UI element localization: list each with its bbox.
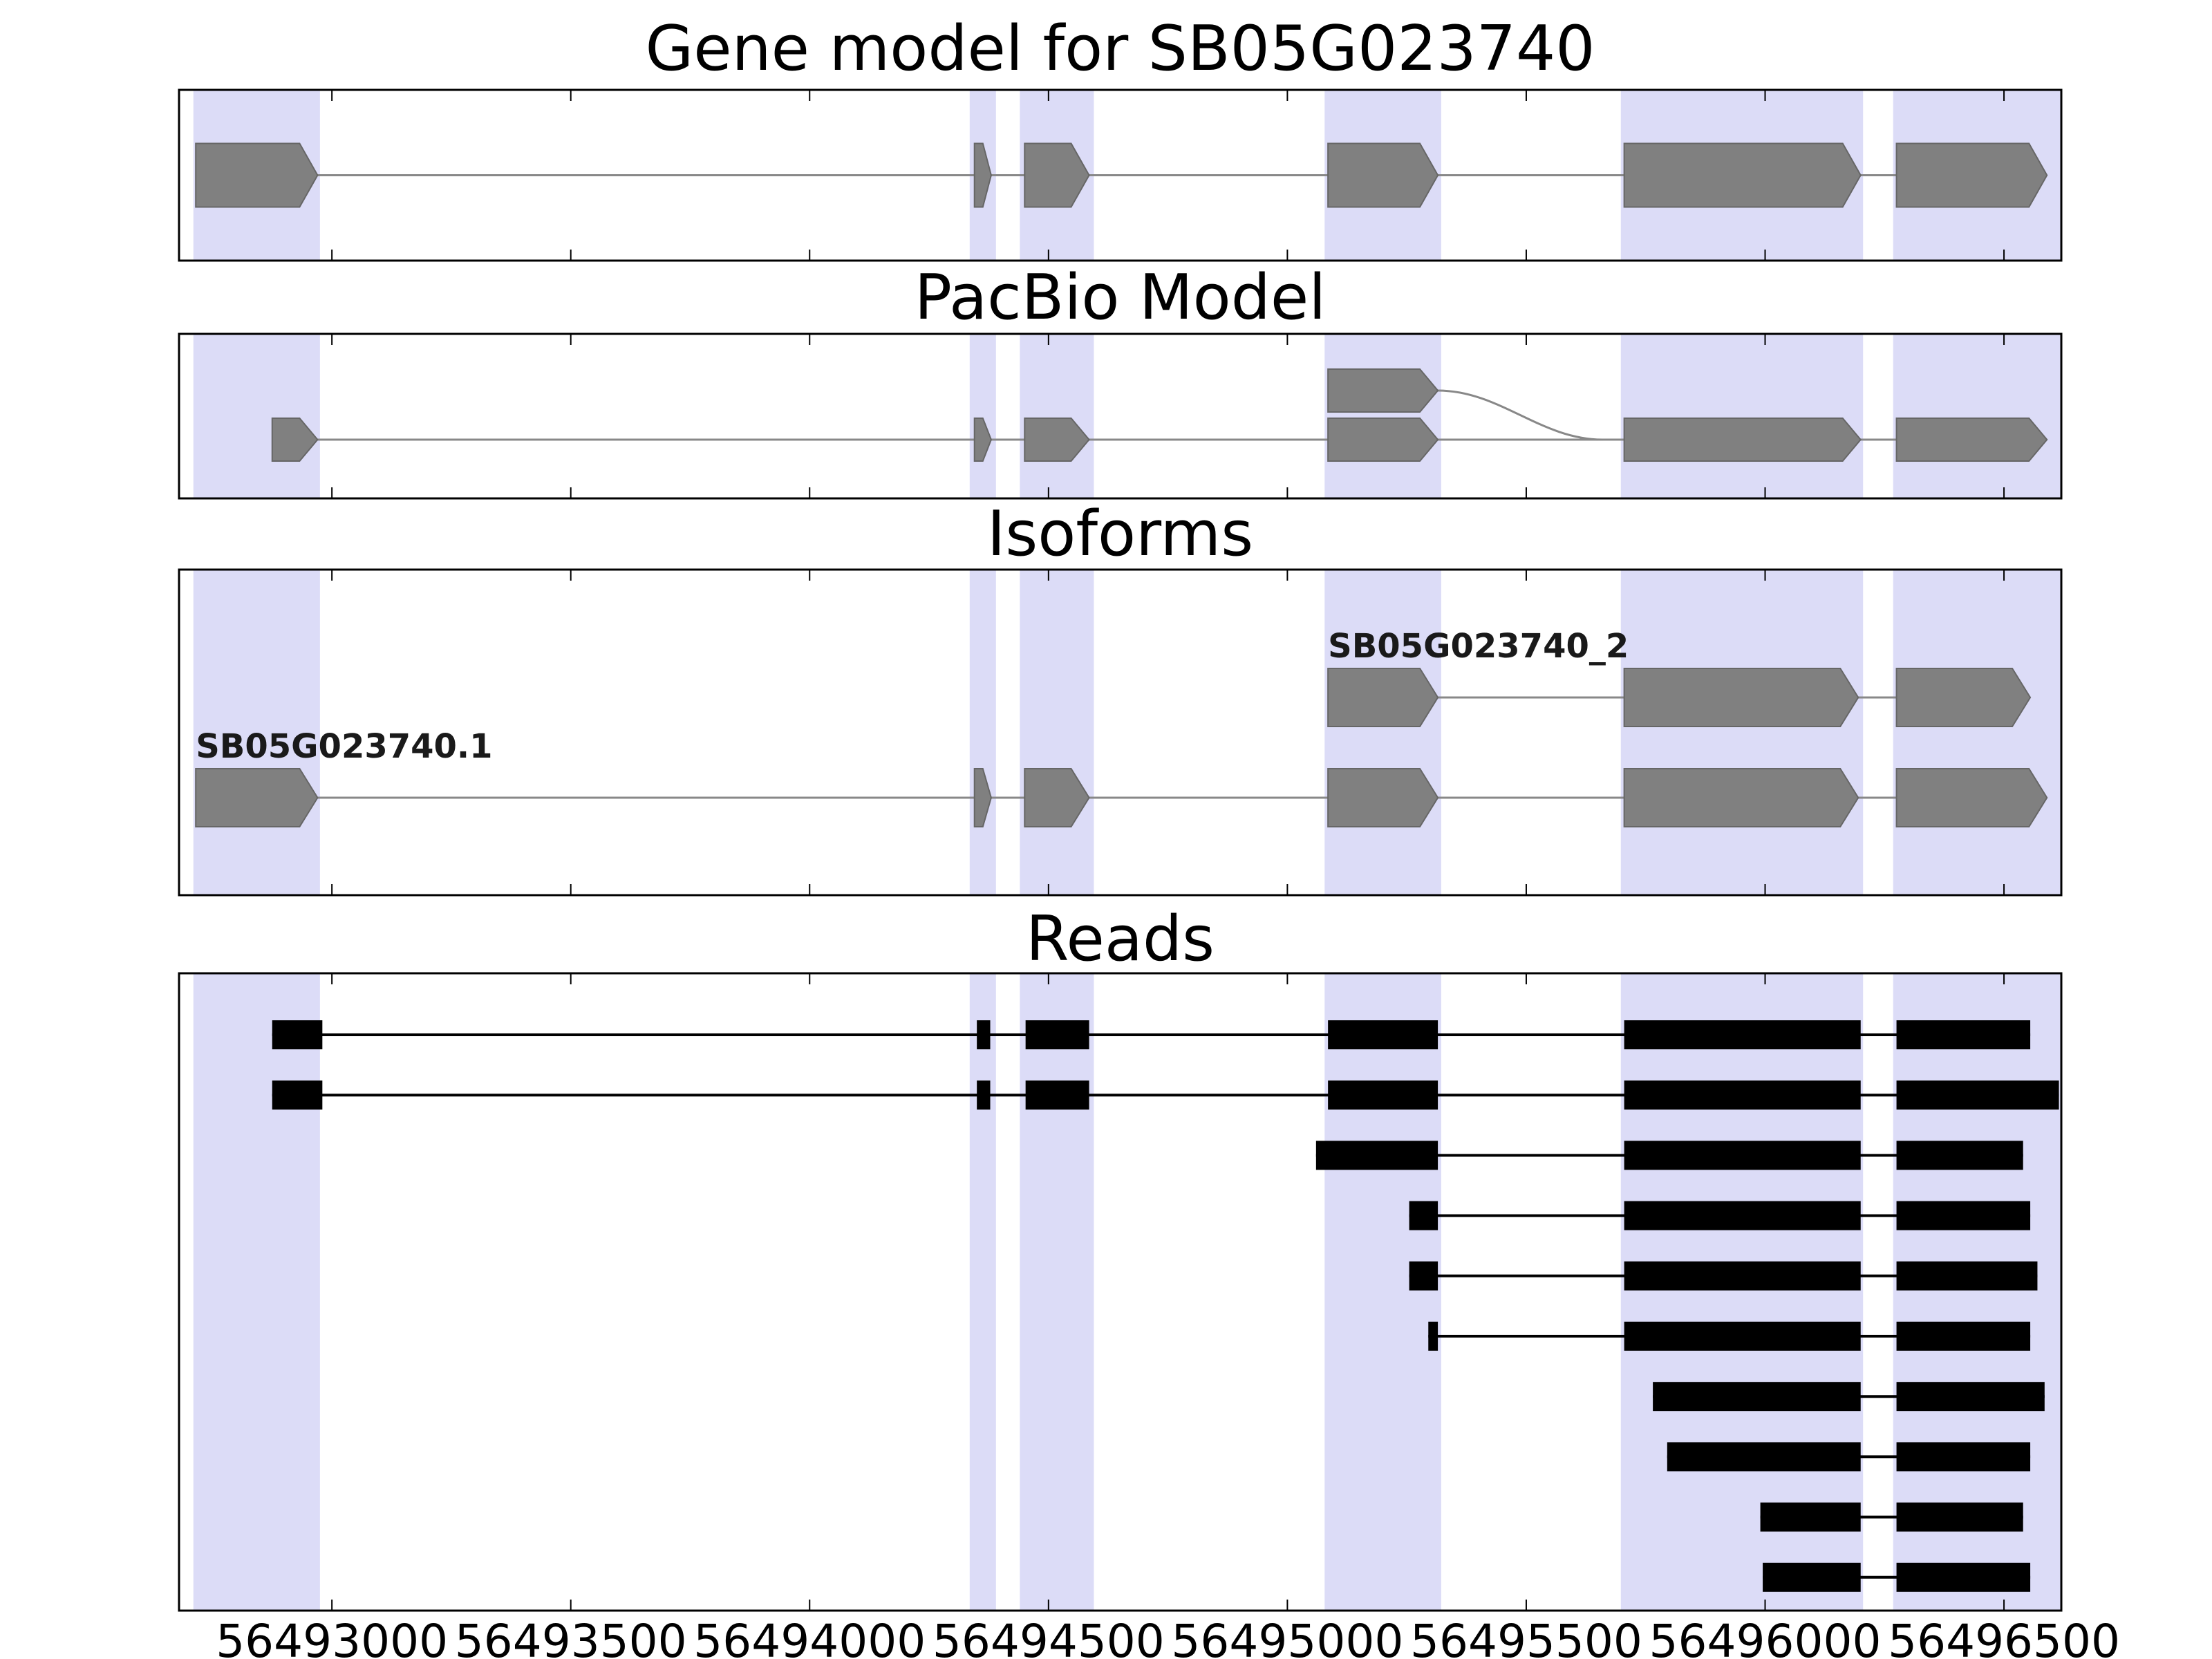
exon-arrow <box>1327 668 1439 727</box>
exon-highlight-band <box>1020 570 1094 895</box>
x-tick-label: 56493500 <box>454 1615 687 1659</box>
exon-highlight-band <box>1020 973 1094 1611</box>
read-block <box>1409 1261 1438 1291</box>
read-block <box>1328 1080 1438 1110</box>
exon-arrow <box>973 418 992 462</box>
exon-arrow <box>1895 768 2048 827</box>
x-tick-label: 56494500 <box>932 1615 1165 1659</box>
exon-arrow <box>1024 768 1090 827</box>
x-tick-label: 56496000 <box>1649 1615 1882 1659</box>
read-block <box>272 1020 323 1049</box>
read-block <box>1667 1442 1861 1472</box>
isoform-label: SB05G023740_2 <box>1328 627 1629 666</box>
exon-arrow <box>1327 368 1439 413</box>
read-block <box>1624 1020 1861 1049</box>
exon-arrow <box>1024 142 1090 208</box>
read-block <box>1025 1080 1089 1110</box>
read-block <box>1896 1562 2031 1592</box>
read-block <box>1624 1080 1861 1110</box>
exon-arrow <box>1327 418 1439 462</box>
x-tick-label: 56495000 <box>1171 1615 1404 1659</box>
x-tick-label: 56493000 <box>216 1615 449 1659</box>
panel-border <box>178 332 2063 500</box>
read-block <box>1428 1322 1438 1351</box>
read-block <box>1315 1141 1438 1170</box>
exon-highlight-band <box>193 973 320 1611</box>
exon-highlight-band <box>969 334 996 498</box>
exon-arrow <box>1895 418 2048 462</box>
read-block <box>1896 1020 2031 1049</box>
exon-arrow <box>271 418 319 462</box>
panel-isoforms: SB05G023740_2 SB05G023740.1 <box>178 568 2063 897</box>
title-isoforms: Isoforms <box>986 498 1254 570</box>
exon-arrow <box>1623 668 1859 727</box>
exon-arrow <box>1024 418 1090 462</box>
title-gene-model: Gene model for SB05G023740 <box>645 12 1595 85</box>
exon-arrow <box>1895 668 2032 727</box>
exon-arrow <box>1623 418 1862 462</box>
exon-arrow <box>1895 142 2048 208</box>
exon-highlight-band <box>1893 334 2061 498</box>
exon-arrow <box>973 142 992 208</box>
exon-highlight-band <box>1620 570 1864 895</box>
exon-arrow <box>195 768 319 827</box>
panel-border <box>178 88 2063 262</box>
panel-border <box>178 568 2063 897</box>
exon-highlight-band <box>1324 973 1441 1611</box>
panel-gene-model <box>178 88 2063 262</box>
panel-reads <box>178 972 2063 1612</box>
read-block <box>272 1080 323 1110</box>
exon-arrow <box>1327 142 1439 208</box>
exon-highlight-band <box>969 973 996 1611</box>
x-tick-label: 56496500 <box>1888 1615 2121 1659</box>
read-block <box>1896 1382 2045 1412</box>
title-pacbio-model: PacBio Model <box>914 261 1327 334</box>
panel-pacbio-model <box>178 332 2063 500</box>
read-block <box>1409 1201 1438 1230</box>
x-tick-label: 56495500 <box>1409 1615 1642 1659</box>
exon-arrow <box>973 768 992 827</box>
read-block <box>1896 1201 2031 1230</box>
exon-arrow <box>195 142 319 208</box>
read-block <box>977 1080 991 1110</box>
exon-highlight-band <box>193 570 320 895</box>
exon-arrow <box>1327 768 1439 827</box>
read-block <box>1025 1020 1089 1049</box>
exon-highlight-band <box>1324 334 1441 498</box>
isoform-label: SB05G023740.1 <box>196 727 492 766</box>
exon-highlight-band <box>1020 334 1094 498</box>
exon-highlight-band <box>1620 334 1864 498</box>
exon-arrow <box>1623 768 1859 827</box>
read-block <box>1624 1141 1861 1170</box>
read-block <box>1896 1080 2059 1110</box>
splice-junction-curve <box>1438 389 1603 441</box>
exon-highlight-band <box>193 334 320 498</box>
exon-highlight-band <box>969 570 996 895</box>
x-tick-label: 56494000 <box>693 1615 926 1659</box>
read-block <box>1896 1502 2023 1532</box>
read-block <box>1760 1502 1861 1532</box>
read-block <box>1896 1322 2031 1351</box>
read-block <box>1328 1020 1438 1049</box>
title-reads: Reads <box>1025 903 1215 975</box>
read-block <box>1763 1562 1861 1592</box>
read-block <box>977 1020 991 1049</box>
exon-arrow <box>1623 142 1862 208</box>
read-block <box>1624 1322 1861 1351</box>
read-block <box>1624 1261 1861 1291</box>
exon-highlight-band <box>1893 570 2061 895</box>
panel-border <box>178 972 2063 1612</box>
read-block <box>1624 1201 1861 1230</box>
read-block <box>1653 1382 1861 1412</box>
exon-highlight-band <box>1324 570 1441 895</box>
read-block <box>1896 1442 2031 1472</box>
read-block <box>1896 1261 2038 1291</box>
read-block <box>1896 1141 2023 1170</box>
